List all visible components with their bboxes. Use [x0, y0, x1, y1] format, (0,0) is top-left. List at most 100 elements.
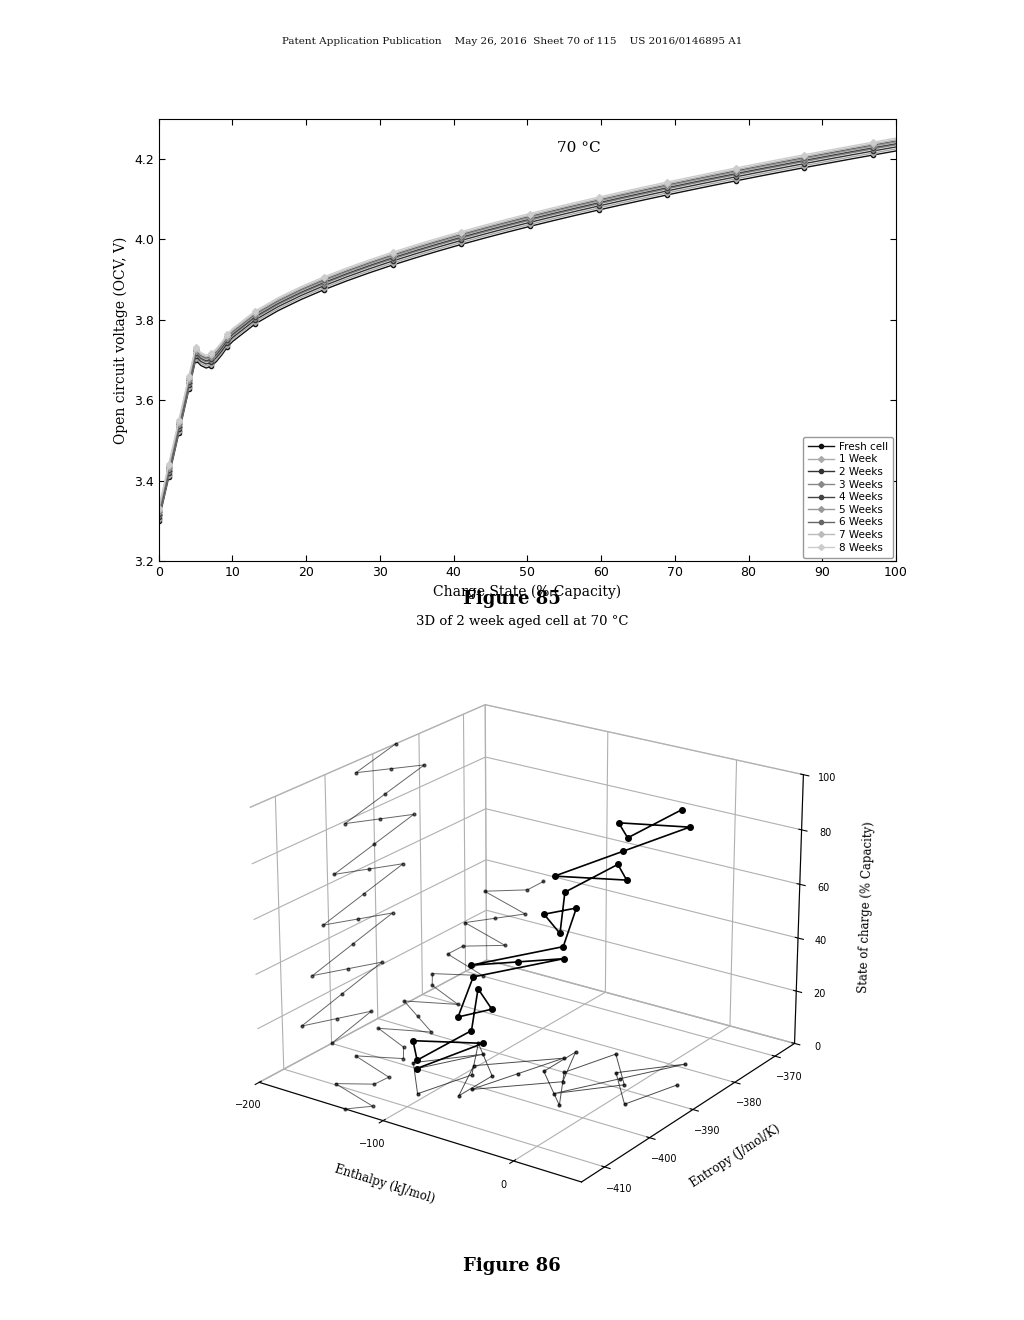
Line: 6 Weeks: 6 Weeks	[157, 139, 898, 513]
5 Weeks	[189, 343, 202, 359]
6 Weeks	[211, 343, 223, 359]
7 Weeks	[186, 355, 199, 371]
4 Weeks	[615, 190, 628, 206]
1 Week	[153, 511, 165, 527]
1 Week	[432, 242, 444, 257]
1 Week	[226, 331, 239, 347]
3 Weeks	[163, 463, 175, 479]
7 Weeks	[176, 399, 188, 414]
Fresh cell	[775, 164, 787, 180]
5 Weeks	[166, 446, 178, 462]
1 Week	[799, 157, 811, 173]
Fresh cell	[216, 347, 228, 363]
6 Weeks	[226, 323, 239, 339]
1 Week	[176, 409, 188, 425]
8 Weeks	[226, 321, 239, 337]
4 Weeks	[386, 249, 398, 265]
5 Weeks	[730, 164, 742, 180]
Fresh cell	[844, 152, 856, 168]
3 Weeks	[821, 149, 834, 165]
1 Week	[200, 358, 212, 374]
3 Weeks	[662, 181, 674, 197]
3 Weeks	[523, 213, 536, 228]
5 Weeks	[432, 234, 444, 249]
7 Weeks	[189, 341, 202, 356]
1 Week	[844, 149, 856, 165]
Fresh cell	[478, 230, 490, 246]
1 Week	[163, 467, 175, 483]
2 Weeks	[890, 139, 902, 154]
4 Weeks	[799, 152, 811, 168]
1 Week	[205, 356, 217, 372]
5 Weeks	[547, 205, 559, 220]
Fresh cell	[410, 249, 422, 265]
5 Weeks	[169, 430, 181, 446]
6 Weeks	[153, 503, 165, 519]
5 Weeks	[707, 169, 719, 185]
6 Weeks	[684, 172, 696, 187]
7 Weeks	[593, 191, 605, 207]
2 Weeks	[638, 187, 650, 203]
7 Weeks	[684, 172, 696, 187]
7 Weeks	[410, 239, 422, 255]
Line: 1 Week: 1 Week	[157, 147, 898, 521]
2 Weeks	[160, 479, 172, 495]
Fresh cell	[176, 411, 188, 426]
6 Weeks	[160, 474, 172, 490]
5 Weeks	[364, 256, 376, 272]
2 Weeks	[211, 350, 223, 366]
6 Weeks	[455, 227, 467, 243]
6 Weeks	[799, 149, 811, 165]
5 Weeks	[753, 160, 765, 176]
8 Weeks	[189, 339, 202, 355]
6 Weeks	[341, 263, 353, 279]
6 Weeks	[364, 255, 376, 271]
3 Weeks	[195, 351, 207, 367]
4 Weeks	[432, 236, 444, 252]
7 Weeks	[455, 226, 467, 242]
3 Weeks	[182, 375, 195, 391]
2 Weeks	[317, 277, 330, 293]
6 Weeks	[432, 234, 444, 249]
6 Weeks	[844, 141, 856, 157]
8 Weeks	[156, 486, 168, 502]
Fresh cell	[160, 483, 172, 499]
2 Weeks	[547, 209, 559, 224]
2 Weeks	[153, 510, 165, 525]
6 Weeks	[221, 330, 233, 346]
4 Weeks	[216, 339, 228, 355]
8 Weeks	[160, 471, 172, 487]
Fresh cell	[156, 498, 168, 513]
7 Weeks	[163, 458, 175, 474]
Fresh cell	[249, 315, 261, 331]
1 Week	[364, 263, 376, 279]
3 Weeks	[272, 297, 285, 313]
4 Weeks	[195, 350, 207, 366]
4 Weeks	[730, 166, 742, 182]
8 Weeks	[341, 260, 353, 276]
3 Weeks	[189, 346, 202, 362]
Fresh cell	[211, 354, 223, 370]
3 Weeks	[638, 186, 650, 202]
6 Weeks	[176, 400, 188, 416]
3 Weeks	[753, 162, 765, 178]
1 Week	[593, 201, 605, 216]
2 Weeks	[410, 246, 422, 261]
Fresh cell	[569, 207, 582, 223]
1 Week	[523, 216, 536, 232]
2 Weeks	[432, 239, 444, 255]
3 Weeks	[205, 352, 217, 368]
8 Weeks	[547, 199, 559, 215]
4 Weeks	[821, 148, 834, 164]
2 Weeks	[295, 288, 307, 304]
8 Weeks	[182, 368, 195, 384]
8 Weeks	[478, 218, 490, 234]
8 Weeks	[176, 397, 188, 413]
Fresh cell	[662, 187, 674, 203]
7 Weeks	[753, 157, 765, 173]
7 Weeks	[615, 186, 628, 202]
5 Weeks	[179, 387, 191, 403]
5 Weeks	[163, 461, 175, 477]
5 Weeks	[775, 156, 787, 172]
3 Weeks	[317, 276, 330, 292]
